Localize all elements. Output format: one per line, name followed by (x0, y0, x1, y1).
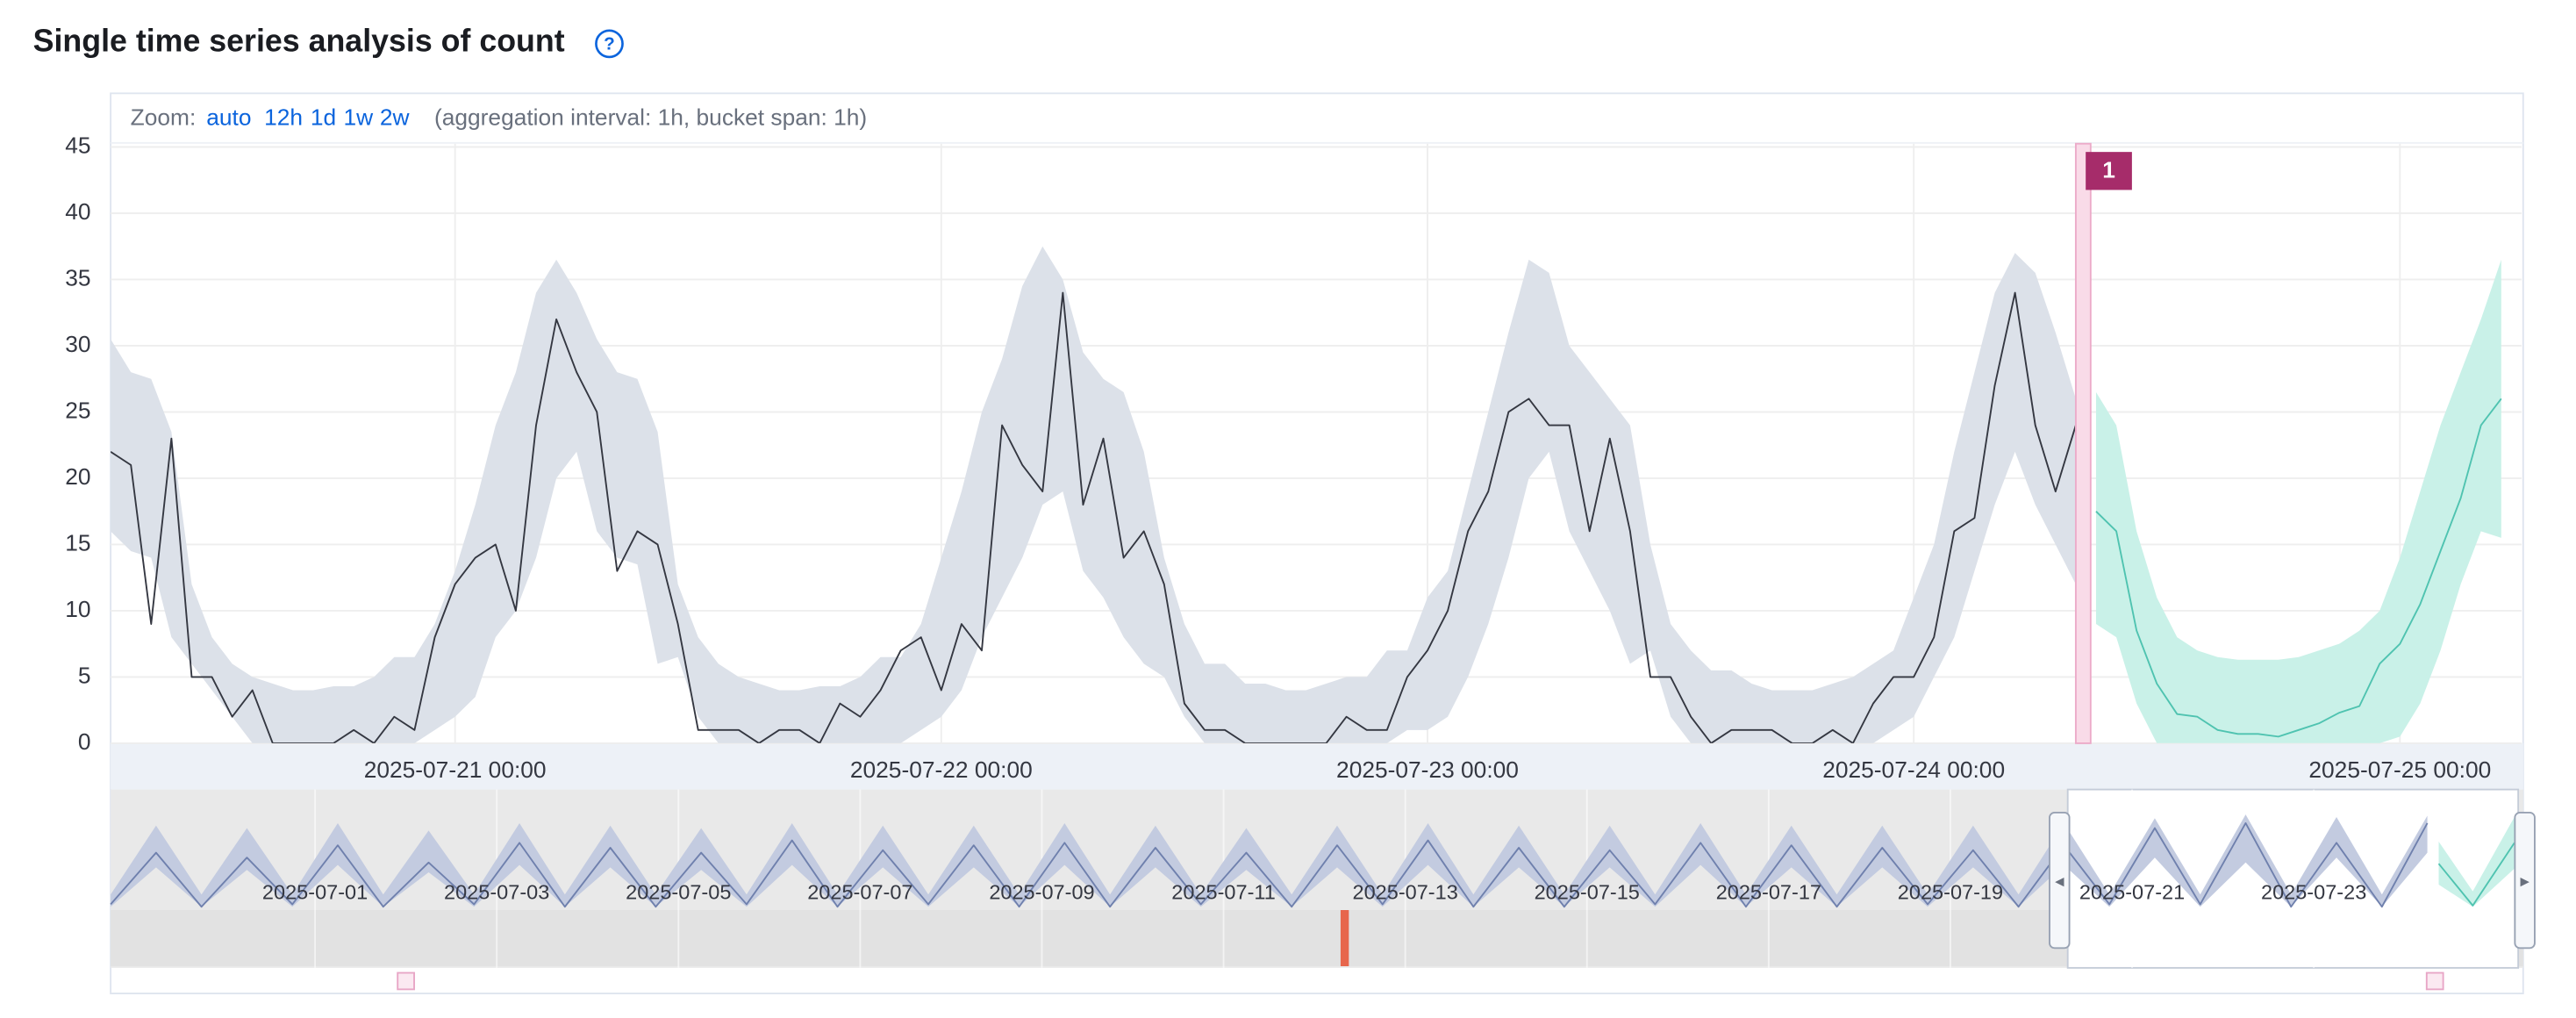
plot-area (111, 246, 2502, 743)
zoom-option[interactable]: auto (206, 104, 251, 130)
brush-handle[interactable] (2049, 812, 2071, 950)
y-tick-label: 5 (78, 662, 91, 688)
y-tick-label: 15 (65, 529, 90, 556)
context-tick-label: 2025-07-05 (626, 880, 731, 903)
y-tick-label: 0 (78, 728, 91, 755)
bounds-band (2095, 259, 2501, 743)
context-tick-label: 2025-07-03 (444, 880, 549, 903)
x-tick-label: 2025-07-23 00:00 (1336, 756, 1519, 783)
x-tick-label: 2025-07-21 00:00 (364, 756, 547, 783)
zoom-option[interactable]: 1w (343, 104, 374, 130)
y-tick-label: 10 (65, 596, 90, 622)
context-tick-label: 2025-07-13 (1353, 880, 1458, 903)
context-tick-label: 2025-07-11 (1171, 880, 1276, 903)
help-icon-glyph[interactable]: ? (604, 33, 615, 54)
x-axis-band (111, 742, 2523, 790)
annotation-badge (2086, 152, 2132, 190)
context-plot (110, 814, 2515, 908)
annotation-band (2074, 142, 2092, 744)
y-tick-label: 30 (65, 331, 90, 357)
y-tick-label: 45 (65, 132, 90, 158)
context-annotation-marker (2425, 971, 2444, 991)
context-tick-label: 2025-07-09 (989, 880, 1094, 903)
x-tick-label: 2025-07-24 00:00 (1822, 756, 2005, 783)
anomaly-marker (1340, 910, 1349, 966)
chart-frame (110, 92, 2524, 994)
bounds-band (111, 246, 2076, 743)
context-tick-label: 2025-07-01 (262, 880, 368, 903)
series-line (2437, 842, 2515, 907)
context-annotation-marker (397, 971, 415, 991)
annotation-label: 1 (2102, 157, 2115, 183)
zoom-info: (aggregation interval: 1h, bucket span: … (434, 104, 867, 130)
context-tick-label: 2025-07-23 (2261, 880, 2366, 903)
y-tick-label: 35 (65, 264, 90, 290)
zoom-label: Zoom: (131, 104, 197, 130)
context-tick-label: 2025-07-15 (1535, 880, 1640, 903)
brush-handle-arrow[interactable]: ◂ (2055, 871, 2064, 891)
bounds-band (2438, 816, 2515, 907)
context-tick-label: 2025-07-21 (2079, 880, 2185, 903)
y-tick-label: 20 (65, 463, 90, 490)
brush-handle[interactable] (2514, 812, 2536, 950)
panel-title: Single time series analysis of count (33, 23, 565, 58)
x-tick-label: 2025-07-25 00:00 (2308, 756, 2491, 783)
y-tick-label: 25 (65, 397, 90, 423)
zoom-option[interactable]: 12h (264, 104, 303, 130)
x-tick-label: 2025-07-22 00:00 (850, 756, 1033, 783)
series-line (111, 291, 2077, 743)
help-icon[interactable] (595, 29, 624, 59)
brush-handle-arrow[interactable]: ▸ (2520, 871, 2529, 891)
context-tick-label: 2025-07-17 (1716, 880, 1821, 903)
zoom-option[interactable]: 2w (380, 104, 411, 130)
y-tick-label: 40 (65, 198, 90, 225)
context-tick-label: 2025-07-19 (1898, 880, 2003, 903)
zoom-option[interactable]: 1d (311, 104, 336, 130)
series-line (2095, 398, 2502, 738)
context-tick-label: 2025-07-07 (807, 880, 912, 903)
bounds-band (111, 814, 2428, 907)
series-line (110, 822, 2429, 908)
